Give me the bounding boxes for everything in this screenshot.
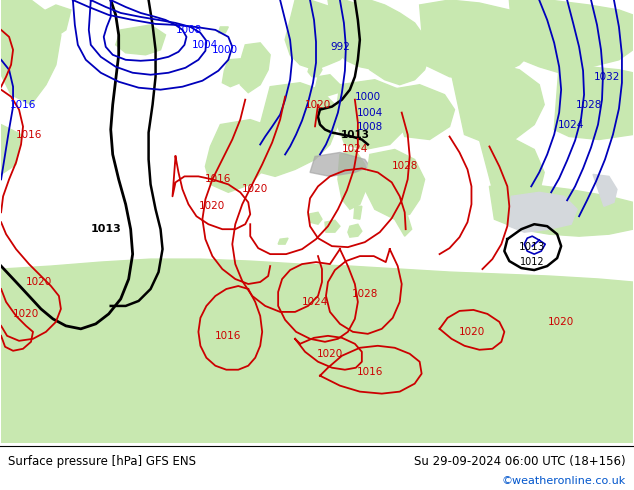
Text: 1016: 1016 [16,129,42,140]
Polygon shape [509,0,633,73]
Polygon shape [256,83,338,176]
Polygon shape [308,212,322,224]
Text: 1020: 1020 [305,99,331,110]
Polygon shape [238,43,270,93]
Polygon shape [365,149,425,219]
Text: 1016: 1016 [10,99,36,110]
Polygon shape [31,5,71,40]
Polygon shape [325,220,340,232]
Polygon shape [115,25,165,55]
Polygon shape [450,63,544,145]
Text: ©weatheronline.co.uk: ©weatheronline.co.uk [501,476,626,486]
Text: 1004: 1004 [357,108,383,118]
Polygon shape [205,120,275,193]
Polygon shape [1,259,633,443]
Polygon shape [420,0,540,80]
Text: 1024: 1024 [302,297,328,307]
Text: 1008: 1008 [357,122,383,131]
Polygon shape [554,65,633,140]
Text: 1004: 1004 [192,40,219,50]
Polygon shape [338,149,368,209]
Text: Su 29-09-2024 06:00 UTC (18+156): Su 29-09-2024 06:00 UTC (18+156) [414,455,626,467]
Polygon shape [310,152,370,176]
Text: Surface pressure [hPa] GFS ENS: Surface pressure [hPa] GFS ENS [8,455,197,467]
Polygon shape [593,174,617,206]
Text: 1013: 1013 [91,224,121,234]
Text: 992: 992 [330,42,350,52]
Polygon shape [188,333,197,338]
Text: 1016: 1016 [205,174,231,184]
Text: 1024: 1024 [342,145,368,154]
Text: 1013: 1013 [519,242,545,252]
Text: 1020: 1020 [548,317,574,327]
Polygon shape [315,75,340,97]
Text: 1000: 1000 [212,45,238,55]
Polygon shape [509,193,577,232]
Text: 1020: 1020 [317,349,343,359]
Text: 1000: 1000 [355,92,381,101]
Text: 1012: 1012 [520,257,545,267]
Polygon shape [348,224,362,237]
Polygon shape [1,0,61,105]
Polygon shape [395,216,411,236]
Text: 1032: 1032 [594,72,620,82]
Text: 1016: 1016 [357,367,383,377]
Text: 1016: 1016 [215,331,242,341]
Polygon shape [172,325,184,332]
Polygon shape [285,0,355,70]
Polygon shape [328,0,404,70]
Polygon shape [354,206,362,219]
Text: 1020: 1020 [458,327,484,337]
Polygon shape [479,137,544,202]
Text: 1020: 1020 [26,277,52,287]
Polygon shape [223,59,244,87]
Text: 1020: 1020 [13,309,39,319]
Text: 1028: 1028 [392,161,418,172]
Text: 1013: 1013 [340,129,370,140]
Polygon shape [278,238,288,244]
Polygon shape [1,124,21,174]
Polygon shape [390,85,455,140]
Text: 1020: 1020 [242,184,268,195]
Polygon shape [308,63,322,77]
Text: 1020: 1020 [199,201,226,211]
Text: 1024: 1024 [558,120,585,129]
Polygon shape [335,80,410,149]
Polygon shape [218,27,228,33]
Text: 1008: 1008 [176,25,202,35]
Polygon shape [489,184,633,236]
Text: 1028: 1028 [576,99,602,110]
Polygon shape [355,0,430,85]
Text: 1028: 1028 [352,289,378,299]
